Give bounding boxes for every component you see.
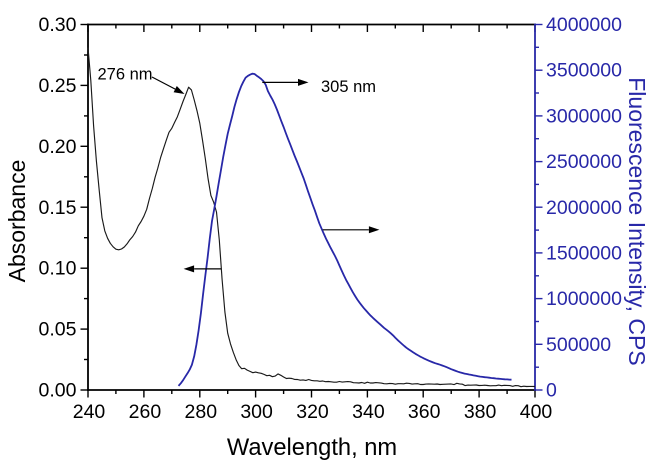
- svg-text:1500000: 1500000: [546, 242, 622, 264]
- svg-text:1000000: 1000000: [546, 288, 622, 310]
- svg-text:0.10: 0.10: [39, 258, 77, 280]
- svg-text:280: 280: [185, 401, 218, 423]
- svg-text:305 nm: 305 nm: [321, 78, 376, 96]
- svg-text:0: 0: [546, 380, 557, 402]
- svg-text:340: 340: [352, 401, 385, 423]
- svg-text:400: 400: [520, 401, 553, 423]
- svg-text:0.20: 0.20: [39, 136, 77, 158]
- svg-text:0.25: 0.25: [39, 75, 77, 97]
- svg-text:0.30: 0.30: [39, 14, 77, 36]
- svg-text:500000: 500000: [546, 334, 611, 356]
- svg-text:Absorbance: Absorbance: [4, 160, 30, 283]
- svg-text:320: 320: [296, 401, 329, 423]
- svg-text:260: 260: [129, 401, 162, 423]
- svg-text:Wavelength, nm: Wavelength, nm: [227, 435, 397, 461]
- svg-text:0.05: 0.05: [39, 319, 77, 341]
- svg-text:Fluorescence Intensity, CPS: Fluorescence Intensity, CPS: [624, 77, 650, 365]
- svg-text:0.00: 0.00: [39, 380, 77, 402]
- svg-text:3500000: 3500000: [546, 60, 622, 82]
- svg-text:2500000: 2500000: [546, 151, 622, 173]
- svg-text:360: 360: [408, 401, 441, 423]
- svg-text:3000000: 3000000: [546, 105, 622, 127]
- svg-text:0.15: 0.15: [39, 197, 77, 219]
- svg-text:300: 300: [240, 401, 273, 423]
- svg-text:4000000: 4000000: [546, 14, 622, 36]
- svg-text:276 nm: 276 nm: [98, 66, 153, 84]
- svg-text:2000000: 2000000: [546, 197, 622, 219]
- svg-text:240: 240: [73, 401, 106, 423]
- svg-text:380: 380: [464, 401, 497, 423]
